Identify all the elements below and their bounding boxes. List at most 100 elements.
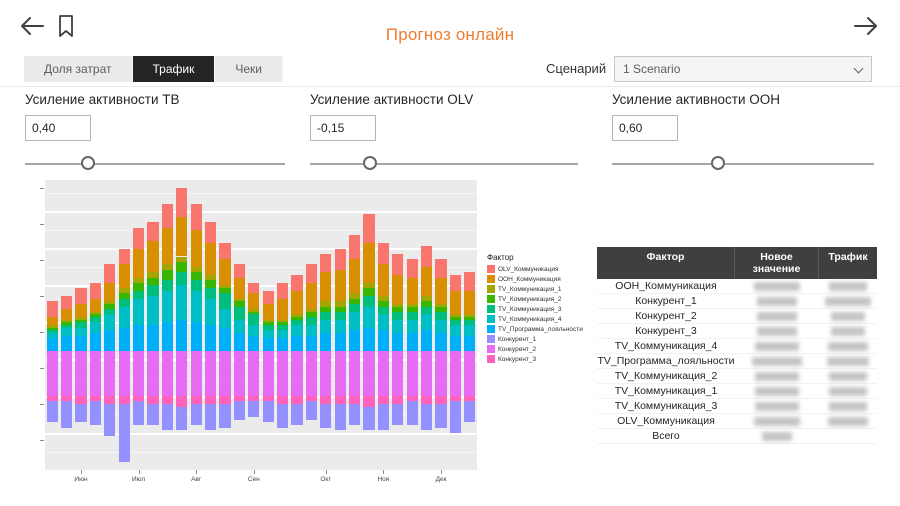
bar-segment[interactable] <box>334 319 346 333</box>
bar-segment[interactable] <box>449 335 461 352</box>
bar-segment[interactable] <box>392 306 404 312</box>
bar-segment[interactable] <box>60 396 73 402</box>
bar-segment[interactable] <box>348 235 361 260</box>
bar-segment[interactable] <box>305 335 317 352</box>
bar-segment[interactable] <box>60 319 73 323</box>
bar-segment[interactable] <box>147 404 159 426</box>
bar-segment[interactable] <box>204 404 217 431</box>
bar-segment[interactable] <box>219 327 231 352</box>
bar-segment[interactable] <box>320 332 332 352</box>
bar-segment[interactable] <box>132 298 145 325</box>
bar-segment[interactable] <box>89 396 101 402</box>
bar-segment[interactable] <box>46 325 58 328</box>
bar-segment[interactable] <box>132 282 145 291</box>
bar-segment[interactable] <box>176 216 188 257</box>
bar-segment[interactable] <box>291 351 303 397</box>
bar-segment[interactable] <box>248 401 260 418</box>
bar-segment[interactable] <box>406 396 418 402</box>
ooh-slider-track[interactable] <box>612 156 874 170</box>
bar-segment[interactable] <box>464 317 476 320</box>
bar-segment[interactable] <box>276 319 289 323</box>
bar-segment[interactable] <box>377 404 389 431</box>
bar-segment[interactable] <box>464 272 476 291</box>
bar-segment[interactable] <box>89 282 101 299</box>
legend-item[interactable]: Конкурент_3 <box>487 355 587 363</box>
bar-segment[interactable] <box>291 335 303 352</box>
bar-segment[interactable] <box>161 269 173 281</box>
bar-segment[interactable] <box>176 396 188 407</box>
bar-segment[interactable] <box>104 330 116 352</box>
bar-segment[interactable] <box>435 351 447 397</box>
bar-segment[interactable] <box>406 306 418 312</box>
bar-segment[interactable] <box>262 290 274 304</box>
bar-segment[interactable] <box>190 404 202 426</box>
legend-item[interactable]: Конкурент_2 <box>487 345 587 353</box>
bar-segment[interactable] <box>392 253 404 275</box>
bar-segment[interactable] <box>118 351 130 397</box>
bar-segment[interactable] <box>392 274 404 304</box>
bar-segment[interactable] <box>291 319 303 325</box>
bar-segment[interactable] <box>334 248 346 270</box>
bar-segment[interactable] <box>305 282 317 310</box>
bar-segment[interactable] <box>75 327 87 336</box>
bar-segment[interactable] <box>204 325 217 352</box>
bar-segment[interactable] <box>190 280 202 291</box>
bar-segment[interactable] <box>248 396 260 402</box>
bar-segment[interactable] <box>190 272 202 281</box>
bar-segment[interactable] <box>132 290 145 299</box>
bar-segment[interactable] <box>420 351 433 397</box>
bar-segment[interactable] <box>320 319 332 333</box>
bar-segment[interactable] <box>248 311 260 315</box>
bar-segment[interactable] <box>190 290 202 323</box>
bar-segment[interactable] <box>377 301 389 307</box>
bar-segment[interactable] <box>118 288 130 294</box>
bar-segment[interactable] <box>60 325 73 328</box>
bar-segment[interactable] <box>75 404 87 423</box>
bar-segment[interactable] <box>104 264 116 283</box>
bar-segment[interactable] <box>219 288 231 294</box>
bar-segment[interactable] <box>176 319 188 352</box>
bar-segment[interactable] <box>262 325 274 331</box>
bar-segment[interactable] <box>291 274 303 291</box>
olv-value-input[interactable] <box>310 115 376 141</box>
bar-segment[interactable] <box>435 303 447 307</box>
bar-segment[interactable] <box>363 288 375 296</box>
bar-segment[interactable] <box>262 338 274 352</box>
bar-segment[interactable] <box>348 311 361 331</box>
bar-segment[interactable] <box>147 325 159 352</box>
bar-segment[interactable] <box>233 332 245 352</box>
ooh-slider-handle[interactable] <box>711 156 725 170</box>
bar-segment[interactable] <box>75 335 87 352</box>
bar-segment[interactable] <box>305 264 317 283</box>
bar-segment[interactable] <box>377 264 389 296</box>
bar-segment[interactable] <box>392 332 404 352</box>
bar-segment[interactable] <box>406 303 418 307</box>
bar-segment[interactable] <box>89 314 101 318</box>
bar-segment[interactable] <box>392 404 404 426</box>
legend-item[interactable]: TV_Программа_лояльности <box>487 325 587 333</box>
bar-segment[interactable] <box>233 264 245 278</box>
bar-segment[interactable] <box>104 404 116 436</box>
bar-segment[interactable] <box>132 277 145 283</box>
bar-segment[interactable] <box>464 319 476 325</box>
bar-segment[interactable] <box>276 330 289 339</box>
bar-segment[interactable] <box>348 351 361 397</box>
bar-segment[interactable] <box>147 222 159 241</box>
bar-segment[interactable] <box>392 351 404 397</box>
forward-arrow-icon[interactable] <box>852 14 880 43</box>
bar-segment[interactable] <box>161 396 173 405</box>
bar-segment[interactable] <box>104 303 116 310</box>
table-row[interactable]: OOH_Коммуникация <box>597 279 877 294</box>
bar-segment[interactable] <box>291 314 303 318</box>
bar-segment[interactable] <box>363 243 375 283</box>
bar-segment[interactable] <box>75 317 87 320</box>
bar-segment[interactable] <box>305 309 317 312</box>
bar-segment[interactable] <box>377 296 389 302</box>
bar-segment[interactable] <box>233 277 245 299</box>
bar-segment[interactable] <box>233 396 245 402</box>
bar-segment[interactable] <box>262 351 274 397</box>
bar-segment[interactable] <box>118 248 130 265</box>
bar-segment[interactable] <box>262 330 274 339</box>
bar-segment[interactable] <box>320 306 332 312</box>
bar-segment[interactable] <box>132 325 145 352</box>
